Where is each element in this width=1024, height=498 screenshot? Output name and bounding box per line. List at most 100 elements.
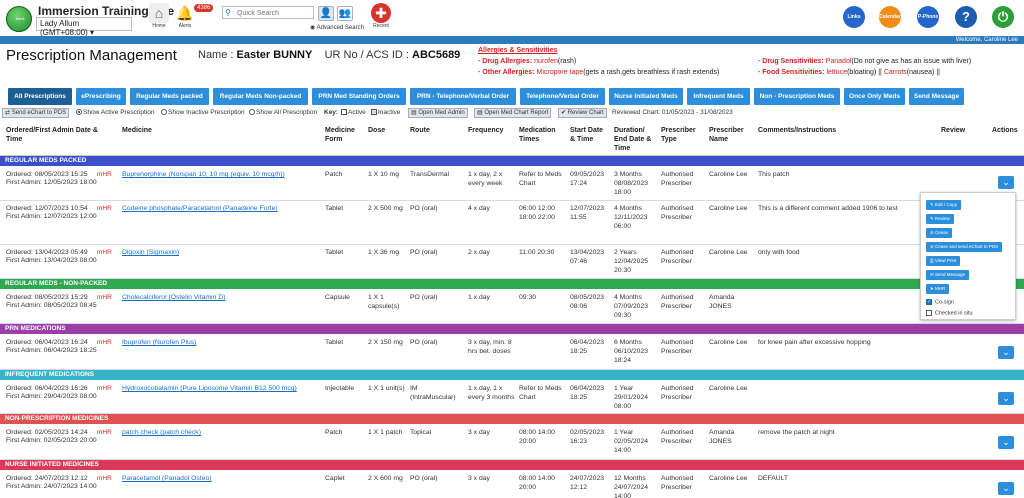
tab-non-prescription[interactable]: Non - Prescription Meds [754, 88, 840, 105]
col-duration[interactable]: Duration/ End Date & Time [614, 127, 652, 152]
cease-menu-item[interactable]: ⊘ Cease [926, 228, 953, 238]
cell-dose: 2 X 150 mg [368, 339, 403, 346]
section-prn-medications: PRN MEDICATIONS [0, 324, 1024, 334]
mhr-indicator[interactable]: mHR [97, 339, 112, 346]
quick-search-input[interactable] [237, 8, 311, 18]
tab-prn-telephone-verbal[interactable]: PRN - Telephone/Verbal Order [410, 88, 516, 105]
send-message-menu-item[interactable]: ✉ Send Message [926, 270, 970, 280]
col-ordered[interactable]: Ordered/First Admin Date & Time [6, 127, 98, 143]
cell-first: First Admin: 24/07/2023 14:00 [6, 483, 97, 490]
col-times[interactable]: Medication Times [519, 127, 556, 143]
mhr-indicator[interactable]: mHR [97, 205, 112, 212]
open-med-chart-report-button[interactable]: ▤ Open Med Chart Report [474, 108, 552, 118]
edit-copy-menu-item[interactable]: ✎ Edit / Copy [926, 200, 962, 210]
send-echart-button[interactable]: ⇄ Send eChart to PDS [2, 108, 70, 118]
row-actions-button[interactable]: ⌄ [998, 482, 1014, 495]
row-actions-button[interactable]: ⌄ [998, 436, 1014, 449]
mhr-indicator[interactable]: mHR [97, 249, 112, 256]
cell-route: PO (oral) [410, 249, 438, 256]
review-menu-item[interactable]: ✎ Review [926, 214, 954, 224]
cell-duration: 1 Year 29/01/2024 08:00 [614, 385, 649, 410]
mhr-indicator[interactable]: mHR [97, 294, 112, 301]
alerts-button[interactable]: 🔔 Alerts [174, 3, 196, 29]
open-med-admin-button[interactable]: ▤ Open Med Admin [408, 108, 468, 118]
col-actions[interactable]: Actions [992, 127, 1018, 134]
col-comments[interactable]: Comments/Instructions [758, 127, 837, 134]
cell-medicine[interactable]: Buprenorphine (Norspan 10; 10 mg (equiv.… [122, 171, 285, 178]
col-dose[interactable]: Dose [368, 127, 386, 134]
cease-send-label: Cease and send eChart to PDS [935, 244, 999, 249]
col-frequency[interactable]: Frequency [468, 127, 504, 134]
cell-medicine[interactable]: Paracetamol (Panadol Osteo) [122, 475, 212, 482]
table-row: Ordered: 02/05/2023 14:24 First Admin: 02… [0, 425, 1024, 460]
recent-button[interactable]: ✚ Recent [369, 3, 393, 29]
col-prescriber-type[interactable]: Prescriber Type [661, 127, 696, 143]
tab-once-only[interactable]: Once Only Meds [844, 88, 905, 105]
cell-medicine[interactable]: patch check (patch check) [122, 429, 201, 436]
cell-medicine[interactable]: Hydroxocobalamin (Pure Liposome Vitamin … [122, 385, 297, 392]
row-actions-button[interactable]: ⌄ [998, 392, 1014, 405]
mhr-indicator[interactable]: mHR [97, 475, 112, 482]
tab-send-message[interactable]: Send Message [909, 88, 964, 105]
tab-regular-meds-non-packed[interactable]: Regular Meds Non-packed [213, 88, 308, 105]
cell-ptype: Authorised Prescriber [661, 475, 694, 491]
page-title: Prescription Management [6, 47, 177, 64]
show-all-radio[interactable]: Show All Prescription [249, 109, 317, 116]
cell-dose: 1 X 10 mg [368, 171, 399, 178]
checked-in-situ-label: Checked in situ [935, 310, 973, 317]
checked-in-situ-checkbox[interactable]: Checked in situ [926, 310, 973, 316]
cell-start: 08/05/2023 08:06 [570, 294, 605, 310]
cell-medicine[interactable]: Cholecalciferol (Ostelin Vitamin D) [122, 294, 226, 301]
show-inactive-radio[interactable]: Show Inactive Prescription [161, 109, 245, 116]
open-med-admin-label: Open Med Admin [418, 110, 465, 116]
view-print-menu-item[interactable]: ⎙ View/ Print [926, 256, 961, 266]
mhr-indicator[interactable]: mHR [97, 429, 112, 436]
phone-button[interactable]: P-Phone [917, 6, 939, 28]
col-route[interactable]: Route [410, 127, 430, 134]
home-button[interactable]: ⌂ Home [148, 3, 170, 29]
help-button[interactable]: ? [955, 6, 977, 28]
calendar-button[interactable]: Calendar [879, 6, 901, 28]
col-start[interactable]: Start Date & Time [570, 127, 604, 143]
col-form[interactable]: Medicine Form [325, 127, 355, 143]
cell-medicine[interactable]: Codeine phosphate/Paracetamol (Panadeine… [122, 205, 278, 212]
review-chart-button[interactable]: ✔ Review Chart [558, 108, 607, 118]
cell-medicine[interactable]: Ibuprofen (Nurofen Plus) [122, 339, 197, 346]
phone-label: P-Phone [917, 14, 939, 20]
tab-all-prescriptions[interactable]: All Prescriptions [8, 88, 72, 105]
mhr-indicator[interactable]: mHR [97, 385, 112, 392]
app-logo[interactable]: Medi [6, 6, 32, 32]
cell-frequency: 3 x day, min. 8 hrs bet. doses [468, 339, 512, 355]
tab-telephone-verbal[interactable]: Telephone/Verbal Order [520, 88, 605, 105]
patient-name: Easter BUNNY [236, 49, 313, 61]
tab-eprescribing[interactable]: ePrescribing [76, 88, 126, 105]
row-actions-button[interactable]: ⌄ [998, 346, 1014, 359]
col-medicine[interactable]: Medicine [122, 127, 152, 134]
col-review[interactable]: Review [941, 127, 966, 134]
mhr-menu-item[interactable]: ➤ MHR [926, 284, 950, 294]
tab-nurse-initiated[interactable]: Nurse Initiated Meds [609, 88, 683, 105]
tab-prn-standing-orders[interactable]: PRN Med Standing Orders [312, 88, 406, 105]
col-prescriber-name[interactable]: Prescriber Name [709, 127, 744, 143]
cell-medicine[interactable]: Digoxin (Sigmaxin) [122, 249, 180, 256]
cell-route: PO (oral) [410, 294, 438, 301]
tab-regular-meds-packed[interactable]: Regular Meds packed [130, 88, 209, 105]
cosign-checkbox[interactable]: ✓ Co-sign [926, 299, 954, 305]
table-row: Ordered: 08/05/2023 15:25 First Admin: 12… [0, 167, 1024, 201]
links-button[interactable]: Links [843, 6, 865, 28]
cell-comments: remove the patch at night [758, 429, 835, 436]
timezone-user-select[interactable]: Lady Allum (GMT+08:00) ▾ [36, 17, 132, 37]
prescription-tabs: All Prescriptions ePrescribing Regular M… [8, 88, 1020, 105]
section-non-prescription: NON-PRESCRIPTION MEDICINES [0, 414, 1024, 424]
mhr-indicator[interactable]: mHR [97, 171, 112, 178]
tab-infrequent-meds[interactable]: Infrequent Meds [687, 88, 750, 105]
cell-start: 24/07/2023 12:12 [570, 475, 605, 491]
advanced-search-link[interactable]: ◉ Advanced Search [310, 25, 364, 31]
logout-button[interactable]: ⏻ [992, 6, 1014, 28]
group-search-button[interactable]: 👥 [337, 6, 353, 21]
cease-send-menu-item[interactable]: ⊘ Cease and send eChart to PDS [926, 242, 1003, 252]
allergies-heading[interactable]: Allergies & Sensitivities [478, 47, 558, 54]
person-search-button[interactable]: 👤 [318, 6, 334, 21]
show-active-radio[interactable]: Show Active Prescription [76, 109, 155, 116]
row-actions-button[interactable]: ⌄ [998, 176, 1014, 189]
